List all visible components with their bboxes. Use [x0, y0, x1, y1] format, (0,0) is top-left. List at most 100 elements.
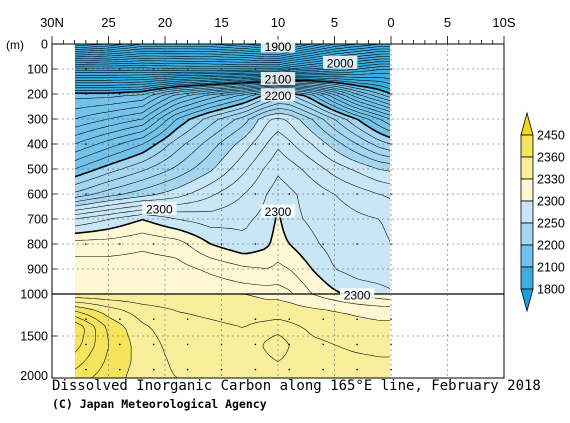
upper-field-cell [165, 44, 169, 47]
upper-field-cell [125, 132, 130, 136]
upper-field-cell [384, 104, 389, 108]
upper-field-cell [180, 44, 184, 47]
upper-field-cell [333, 92, 338, 96]
upper-field-cell [360, 80, 365, 84]
upper-field-cell [243, 65, 247, 69]
upper-field-cell [137, 58, 142, 62]
upper-field-cell [216, 77, 220, 81]
upper-field-cell [345, 120, 350, 124]
upper-field-cell [312, 58, 317, 62]
upper-field-cell [113, 123, 118, 127]
upper-field-cell [375, 63, 380, 67]
upper-field-cell [146, 46, 151, 50]
upper-field-cell [171, 108, 175, 112]
upper-field-cell [228, 125, 232, 129]
upper-field-cell [282, 51, 287, 55]
upper-field-cell [330, 89, 335, 93]
upper-field-cell [258, 108, 263, 112]
upper-field-cell [303, 135, 308, 139]
upper-field-cell [146, 113, 151, 117]
upper-field-cell [231, 137, 235, 141]
upper-field-cell [348, 46, 353, 50]
upper-field-cell [246, 84, 250, 88]
upper-field-cell [231, 101, 235, 105]
upper-field-cell [155, 113, 160, 117]
upper-field-cell [80, 46, 85, 50]
upper-field-cell [225, 123, 229, 127]
upper-field-cell [171, 46, 175, 50]
upper-field-cell [95, 94, 100, 98]
upper-field-cell [116, 92, 121, 96]
upper-field-cell [282, 111, 287, 115]
upper-field-cell [89, 135, 94, 139]
upper-field-cell [149, 80, 154, 84]
upper-field-cell [261, 108, 266, 112]
upper-field-cell [387, 51, 390, 55]
upper-field-cell [375, 72, 380, 76]
upper-field-cell [152, 113, 157, 117]
upper-field-cell [75, 77, 79, 81]
upper-field-cell [267, 111, 272, 115]
upper-field-cell [270, 116, 275, 120]
upper-field-cell [101, 120, 106, 124]
upper-field-cell [165, 113, 169, 117]
upper-field-cell [110, 89, 115, 93]
upper-field-cell [168, 77, 172, 81]
upper-field-cell [219, 77, 223, 81]
upper-field-cell [95, 106, 100, 110]
upper-field-cell [384, 113, 389, 117]
upper-field-cell [207, 48, 211, 52]
upper-field-cell [168, 113, 172, 117]
upper-field-cell [95, 72, 100, 76]
upper-field-cell [201, 120, 205, 124]
upper-field-cell [189, 118, 193, 122]
upper-field-cell [143, 68, 148, 72]
upper-field-cell [234, 101, 238, 105]
upper-field-cell [384, 120, 389, 124]
upper-field-cell [348, 130, 353, 134]
upper-field-cell [333, 44, 338, 47]
upper-field-cell [387, 104, 390, 108]
upper-field-cell [231, 118, 235, 122]
upper-field-cell [149, 44, 154, 47]
upper-field-cell [125, 75, 130, 79]
upper-field-cell [146, 120, 151, 124]
upper-field-cell [101, 123, 106, 127]
upper-field-cell [222, 65, 226, 69]
upper-field-cell [216, 94, 220, 98]
upper-field-cell [222, 75, 226, 79]
upper-field-cell [378, 125, 383, 129]
upper-field-cell [318, 70, 323, 74]
upper-field-cell [134, 96, 139, 100]
upper-field-cell [378, 58, 383, 62]
upper-field-cell [309, 108, 314, 112]
upper-field-cell [351, 53, 356, 57]
upper-field-cell [234, 113, 238, 117]
upper-field-cell [372, 77, 377, 81]
upper-field-cell [134, 84, 139, 88]
upper-field-cell [104, 77, 109, 81]
upper-field-cell [300, 44, 305, 47]
upper-field-cell [351, 51, 356, 55]
upper-field-cell [219, 137, 223, 141]
upper-field-cell [155, 65, 160, 69]
upper-field-cell [186, 44, 190, 47]
upper-field-cell [348, 137, 353, 141]
upper-field-cell [216, 63, 220, 67]
upper-field-cell [213, 89, 217, 93]
upper-field-cell [387, 111, 390, 115]
upper-field-cell [336, 135, 341, 139]
upper-field-cell [246, 101, 250, 105]
upper-field-cell [174, 82, 178, 86]
upper-field-cell [369, 118, 374, 122]
upper-field-cell [158, 48, 163, 52]
upper-field-cell [86, 53, 91, 57]
upper-field-cell [348, 123, 353, 127]
upper-field-cell [140, 137, 145, 141]
upper-field-cell [177, 65, 181, 69]
upper-field-cell [116, 84, 121, 88]
upper-field-cell [86, 56, 91, 60]
upper-field-cell [300, 80, 305, 84]
upper-field-cell [255, 137, 260, 141]
upper-field-cell [228, 94, 232, 98]
